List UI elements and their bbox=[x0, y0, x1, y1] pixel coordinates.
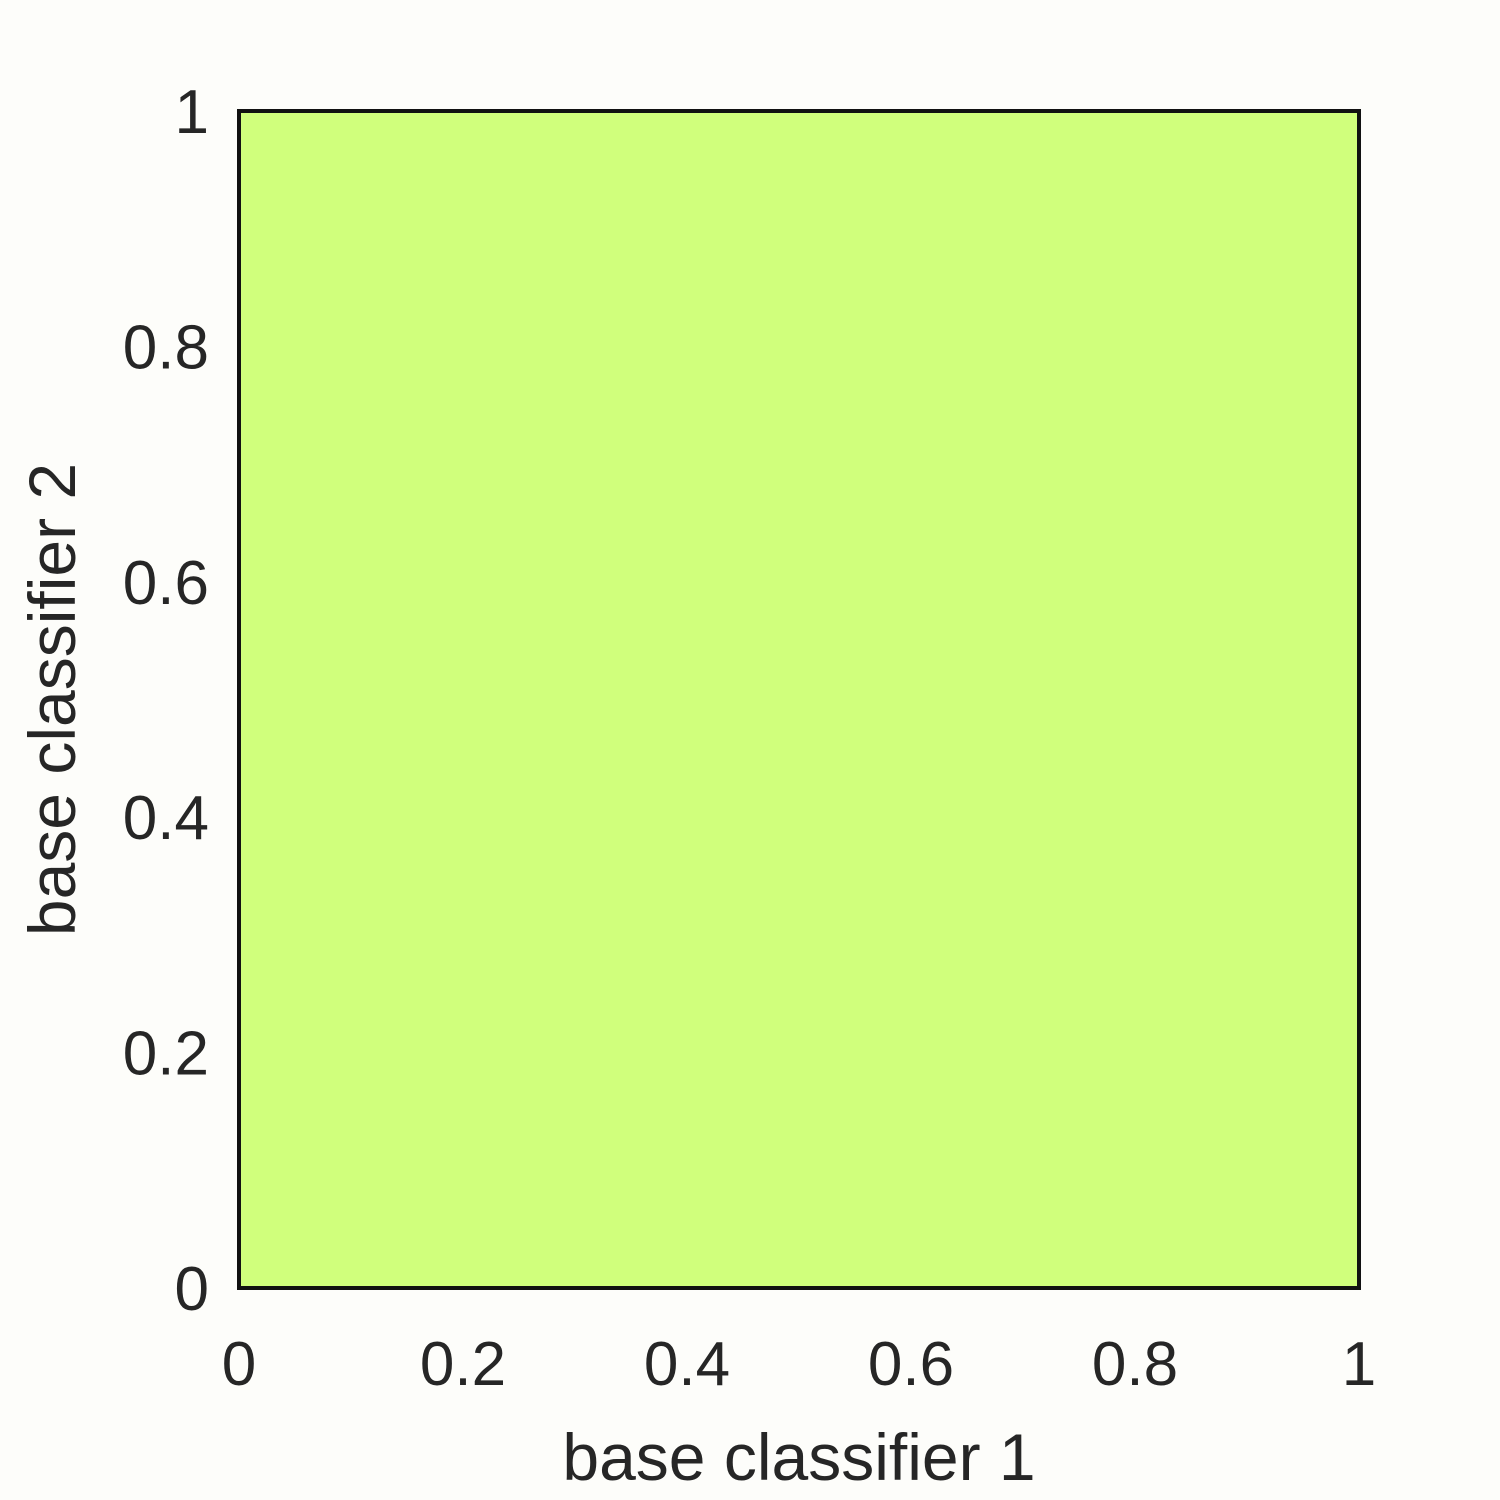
x-tick-label: 1 bbox=[1342, 1330, 1376, 1399]
x-tick-labels: 0 0.2 0.4 0.6 0.8 1 bbox=[222, 1330, 1376, 1399]
plot-regions bbox=[239, 111, 1359, 1288]
x-tick-label: 0.6 bbox=[868, 1330, 954, 1399]
heatmap-region-0 bbox=[239, 111, 1359, 1288]
y-tick-label: 1 bbox=[175, 78, 209, 147]
plot-frame bbox=[237, 109, 1361, 1290]
y-tick-label: 0.4 bbox=[123, 784, 209, 853]
x-tick-label: 0 bbox=[222, 1330, 256, 1399]
y-tick-labels: 0 0.2 0.4 0.6 0.8 1 bbox=[123, 78, 209, 1324]
y-tick-label: 0.8 bbox=[123, 313, 209, 382]
y-tick-label: 0.6 bbox=[123, 549, 209, 618]
x-axis-label: base classifier 1 bbox=[562, 1420, 1035, 1494]
x-tick-label: 0.2 bbox=[420, 1330, 506, 1399]
x-tick-label: 0.4 bbox=[644, 1330, 730, 1399]
x-tick-label: 0.8 bbox=[1092, 1330, 1178, 1399]
y-tick-label: 0.2 bbox=[123, 1020, 209, 1089]
y-axis-label: base classifier 2 bbox=[15, 463, 89, 936]
y-tick-label: 0 bbox=[175, 1255, 209, 1324]
